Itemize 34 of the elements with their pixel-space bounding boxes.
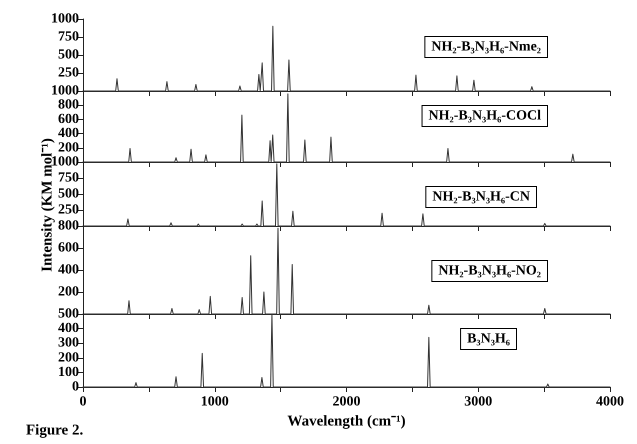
x-tick-label: 1000 <box>200 394 229 410</box>
y-tick-label: 500 <box>58 48 79 62</box>
y-tick-label: 300 <box>58 336 79 351</box>
y-tick-label: 1000 <box>51 84 79 98</box>
x-tick-label: 4000 <box>596 394 624 410</box>
annotation: B₃N₃H₆ <box>467 332 510 346</box>
x-axis-title: Wavelength (cm⁻¹) <box>287 413 406 430</box>
y-tick-label: 600 <box>58 112 79 127</box>
y-tick-label: 0 <box>72 380 79 394</box>
y-tick-label: 200 <box>58 284 79 300</box>
annotation: NH₂-B₃N₃H₆-NO₂ <box>438 264 542 278</box>
y-tick-label: 1000 <box>51 154 79 170</box>
y-tick-label: 500 <box>58 186 79 202</box>
y-tick-label: 250 <box>58 202 79 218</box>
caption: Figure 2. <box>26 422 84 438</box>
y-tick-label: 600 <box>58 240 79 256</box>
annotation: NH₂-B₃N₃H₆-COCl <box>428 108 542 124</box>
y-tick-label: 800 <box>58 218 79 234</box>
y-tick-label: 100 <box>58 364 79 380</box>
annotation: NH₂-B₃N₃H₆-CN <box>432 190 530 204</box>
y-tick-label: 1000 <box>51 12 79 26</box>
y-tick-label: 200 <box>58 350 79 366</box>
x-tick-label: 3000 <box>464 394 492 410</box>
annotation: NH₂-B₃N₃H₆-Nme₂ <box>431 40 542 54</box>
x-tick-label: 2000 <box>332 394 360 410</box>
y-tick-label: 250 <box>58 66 79 80</box>
y-tick-label: 750 <box>58 30 79 44</box>
y-tick-label: 800 <box>58 98 79 113</box>
y-tick-label: 750 <box>58 170 79 186</box>
y-tick-label: 200 <box>58 140 79 156</box>
y-tick-label: 400 <box>58 321 79 336</box>
y-tick-label: 500 <box>58 306 79 322</box>
y-tick-label: 400 <box>58 126 79 142</box>
y-tick-label: 400 <box>58 262 79 278</box>
